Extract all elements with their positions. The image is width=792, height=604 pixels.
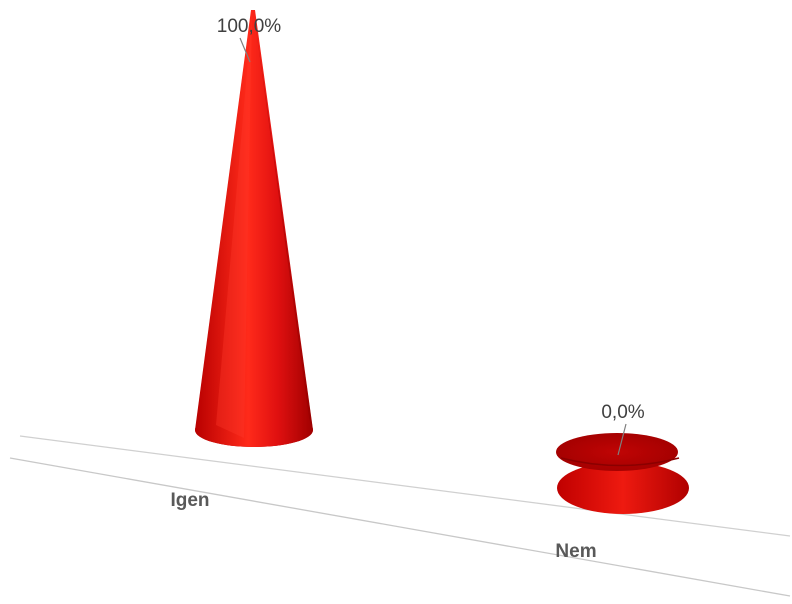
cone-nem-disk-waist [560,457,680,467]
floor-line-front [9,457,791,597]
cone-nem-disk-bottom [557,462,689,514]
category-label-nem: Nem [555,541,596,562]
cone-igen-data-label: 100,0% [217,16,282,37]
cone-nem-disk-top [556,433,678,471]
category-label-igen: Igen [170,490,209,511]
cone-igen-shade [254,14,313,430]
cone-igen-facet [216,14,252,438]
cone-nem-data-label: 0,0% [601,402,644,423]
cone-nem [556,433,689,514]
cone-igen-body [195,10,313,447]
cone-igen [195,10,313,447]
chart-labels: 100,0% Igen 0,0% Nem [170,16,644,562]
cone-nem-leader [617,423,627,456]
chart-marks [195,10,689,514]
floor-line-back [19,435,791,537]
cone-igen-leader [239,37,251,63]
